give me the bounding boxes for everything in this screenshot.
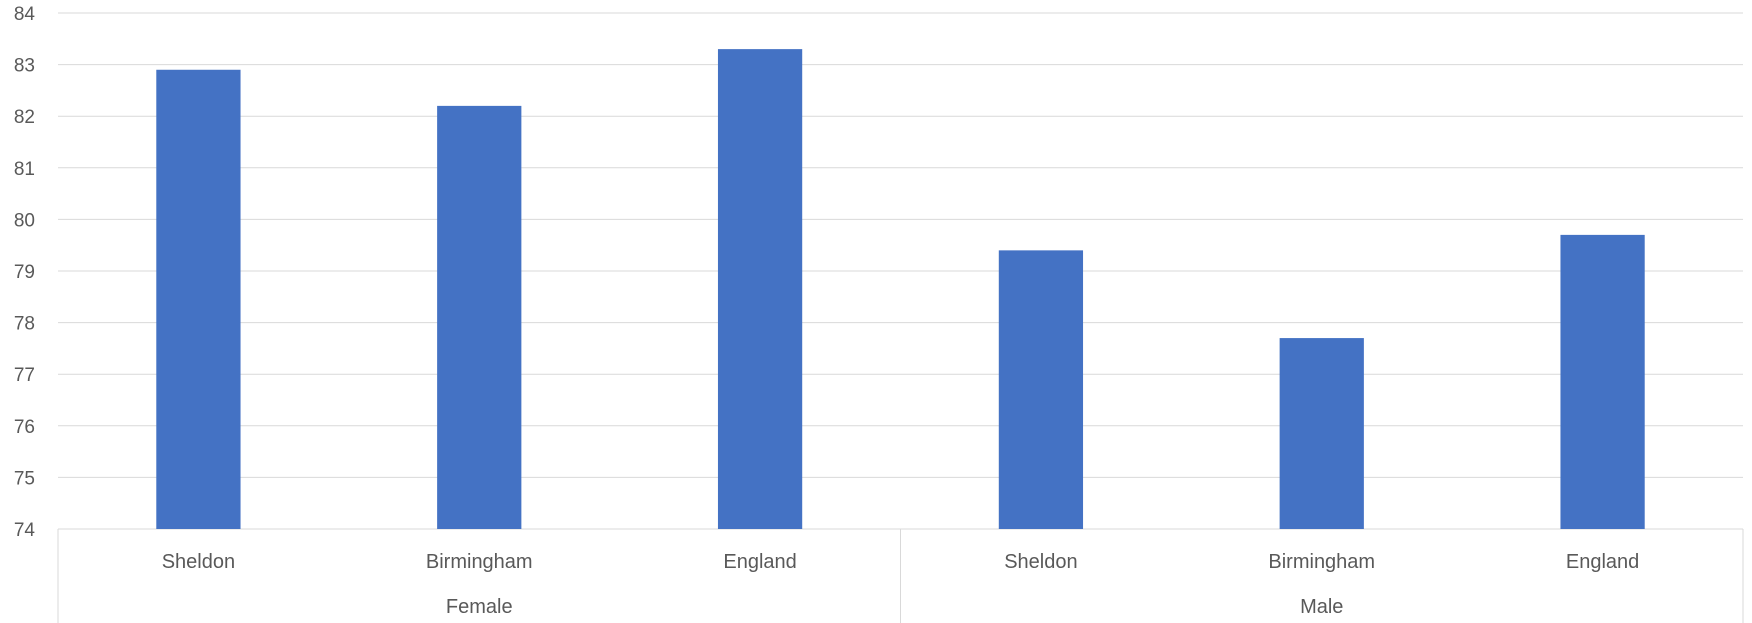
y-axis-ticks: 74 75 76 77 78 79 80 81 82 83 84 [14,4,36,541]
y-tick-label: 77 [14,365,35,386]
y-tick-label: 80 [14,210,35,231]
x-group-label: Female [446,596,513,618]
y-tick-label: 83 [14,56,35,77]
bar [1560,234,1645,529]
y-tick-label: 75 [14,468,35,489]
x-group-label: Male [1300,596,1343,618]
y-tick-label: 78 [14,314,35,335]
bar [717,49,803,530]
x-category-label: Sheldon [162,551,235,573]
x-category-label: England [1566,551,1639,573]
y-tick-label: 79 [14,262,35,283]
bar [156,69,241,529]
x-category-label: Birmingham [426,551,533,573]
bar [998,250,1084,530]
bar [437,105,522,529]
x-axis: Sheldon Birmingham England Female Sheldon Bir… [57,529,1744,623]
y-tick-label: 76 [14,417,35,438]
x-category-label: Birmingham [1268,551,1375,573]
y-tick-label: 84 [14,4,36,25]
x-category-label: England [723,551,796,573]
x-category-label: Sheldon [1004,551,1077,573]
y-tick-label: 81 [14,159,35,180]
bars [156,49,1645,530]
y-tick-label: 74 [14,520,36,541]
y-tick-label: 82 [14,107,35,128]
gridlines [58,12,1743,530]
bar [1279,338,1364,529]
